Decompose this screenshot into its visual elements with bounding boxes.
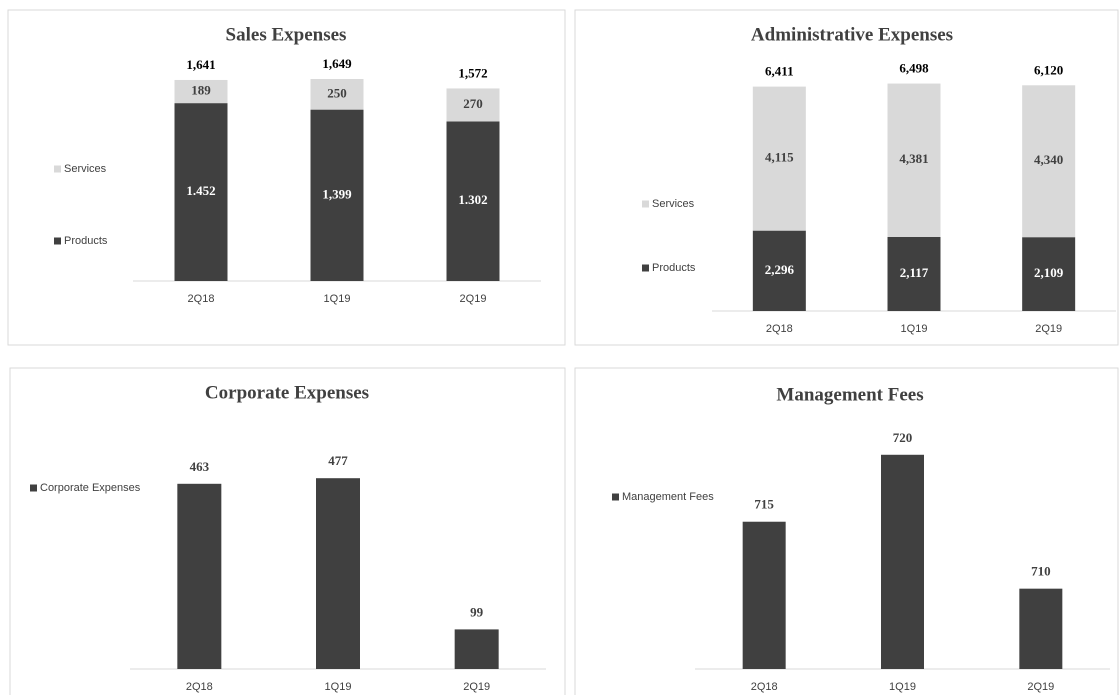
legend-label: Products: [64, 235, 108, 247]
chart-title: Management Fees: [776, 384, 923, 405]
bar-segment: [887, 83, 941, 237]
bar-segment: [752, 86, 806, 231]
data-label: 720: [893, 430, 913, 445]
bar: [316, 478, 360, 669]
legend-swatch: [30, 484, 37, 492]
total-label: 1,572: [458, 65, 487, 80]
bar-segment: [310, 78, 364, 110]
panel: [574, 9, 1119, 346]
data-label: 1,399: [322, 186, 352, 201]
bar: [177, 483, 222, 669]
total-label: 6,498: [899, 61, 929, 76]
x-tick-label: 2Q18: [188, 293, 215, 305]
data-label: 189: [191, 83, 211, 98]
data-label: 710: [1031, 564, 1051, 579]
bar: [881, 454, 924, 669]
data-label: 477: [328, 453, 348, 468]
x-tick-label: 2Q18: [766, 323, 793, 335]
bar-segment: [1022, 85, 1076, 238]
x-tick-label: 2Q19: [1035, 323, 1062, 335]
chart-title: Administrative Expenses: [751, 24, 953, 45]
x-tick-label: 2Q19: [1027, 681, 1054, 693]
legend-swatch: [54, 165, 61, 173]
x-tick-label: 2Q19: [463, 681, 490, 693]
data-label: 2,296: [765, 262, 795, 277]
bar-segment: [310, 109, 364, 281]
data-label: 715: [754, 497, 774, 512]
legend-label: Management Fees: [622, 491, 714, 503]
legend-label: Services: [64, 163, 107, 175]
chart-title: Sales Expenses: [226, 24, 347, 45]
x-tick-label: 1Q19: [889, 681, 916, 693]
data-label: 4,115: [765, 150, 794, 165]
legend-label: Services: [652, 198, 695, 210]
data-label: 2,117: [900, 265, 929, 280]
data-label: 463: [190, 459, 210, 474]
chart-title: Corporate Expenses: [205, 382, 369, 403]
legend-swatch: [612, 493, 619, 501]
panel: [7, 9, 566, 346]
x-tick-label: 1Q19: [324, 293, 351, 305]
total-label: 1,641: [186, 57, 215, 72]
data-label: 1.302: [458, 192, 487, 207]
data-label: 4,381: [899, 151, 928, 166]
bar-segment: [174, 79, 228, 104]
data-label: 2,109: [1034, 265, 1064, 280]
legend-swatch: [54, 237, 61, 245]
legend-label: Corporate Expenses: [40, 482, 141, 494]
bar: [742, 521, 786, 669]
panel: [574, 367, 1119, 695]
bar-segment: [446, 121, 500, 281]
x-tick-label: 1Q19: [901, 323, 928, 335]
bar-segment: [174, 103, 228, 281]
data-label: 1.452: [186, 183, 215, 198]
data-label: 250: [327, 85, 347, 100]
data-label: 270: [463, 96, 483, 111]
bar: [1019, 588, 1063, 669]
x-tick-label: 2Q18: [751, 681, 778, 693]
bar-segment: [1022, 237, 1076, 311]
data-label: 99: [470, 604, 484, 619]
bar-segment: [446, 88, 500, 122]
total-label: 1,649: [322, 56, 352, 71]
x-tick-label: 2Q18: [186, 681, 213, 693]
legend-label: Products: [652, 262, 696, 274]
x-tick-label: 1Q19: [325, 681, 352, 693]
total-label: 6,411: [765, 64, 794, 79]
panel: [9, 367, 566, 695]
total-label: 6,120: [1034, 62, 1063, 77]
data-label: 4,340: [1034, 152, 1063, 167]
x-tick-label: 2Q19: [460, 293, 487, 305]
bar-segment: [752, 230, 806, 311]
bar: [454, 629, 499, 669]
legend-swatch: [642, 264, 649, 272]
legend-swatch: [642, 200, 649, 208]
bar-segment: [887, 236, 941, 311]
